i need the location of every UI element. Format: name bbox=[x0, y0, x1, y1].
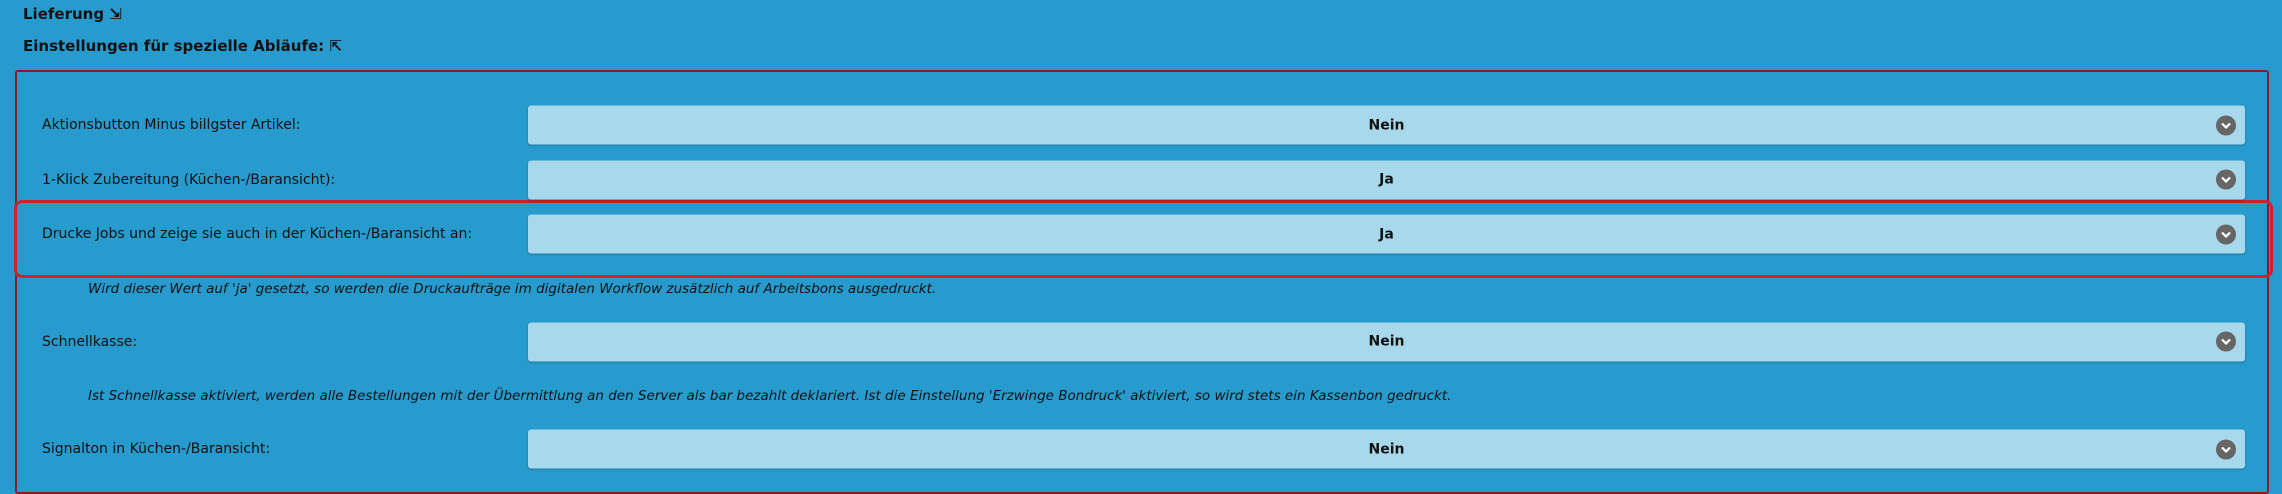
setting-label: Drucke Jobs und zeige sie auch in der Kü… bbox=[42, 226, 473, 242]
dropdown-arrow[interactable] bbox=[2216, 439, 2236, 459]
dropdown[interactable]: Nein bbox=[528, 322, 2245, 361]
dropdown-value[interactable]: Ja bbox=[1379, 171, 1394, 188]
chevron bbox=[2221, 231, 2231, 238]
setting-label: Signalton in Küchen-/Baransicht: bbox=[42, 441, 271, 457]
chevron bbox=[2221, 338, 2231, 346]
chevron bbox=[2221, 176, 2231, 184]
chevron bbox=[2221, 446, 2231, 453]
highlight-box bbox=[14, 200, 2273, 278]
dropdown[interactable]: Ja bbox=[528, 214, 2245, 254]
dropdown-arrow[interactable] bbox=[2216, 331, 2236, 352]
setting-label: 1-Klick Zubereitung (Küchen-/Baransicht)… bbox=[42, 171, 336, 188]
section-title[interactable]: Einstellungen für spezielle Abläufe: ⇱ bbox=[23, 37, 342, 55]
page: Lieferung ⇲ Einstellungen für spezielle … bbox=[14, 5, 2273, 494]
setting-label: Aktionsbutton Minus billgster Artikel: bbox=[42, 117, 301, 133]
setting-note: Wird dieser Wert auf 'ja' gesetzt, so we… bbox=[88, 280, 937, 297]
dropdown-arrow[interactable] bbox=[2216, 115, 2236, 135]
dropdown-value[interactable]: Nein bbox=[1368, 441, 1405, 457]
dropdown-arrow[interactable] bbox=[2216, 224, 2236, 244]
dropdown-arrow[interactable] bbox=[2216, 169, 2236, 190]
dropdown[interactable]: Nein bbox=[528, 105, 2245, 145]
delivery-title[interactable]: Lieferung ⇲ bbox=[23, 5, 122, 23]
dropdown[interactable]: Ja bbox=[528, 160, 2245, 199]
dropdown-value[interactable]: Nein bbox=[1368, 117, 1405, 133]
dropdown-value[interactable]: Ja bbox=[1379, 226, 1394, 242]
dropdown-value[interactable]: Nein bbox=[1368, 333, 1405, 350]
chevron bbox=[2221, 122, 2231, 129]
dropdown[interactable]: Nein bbox=[528, 429, 2245, 469]
setting-note: Ist Schnellkasse aktiviert, werden alle … bbox=[88, 388, 1452, 404]
setting-label: Schnellkasse: bbox=[42, 333, 138, 350]
